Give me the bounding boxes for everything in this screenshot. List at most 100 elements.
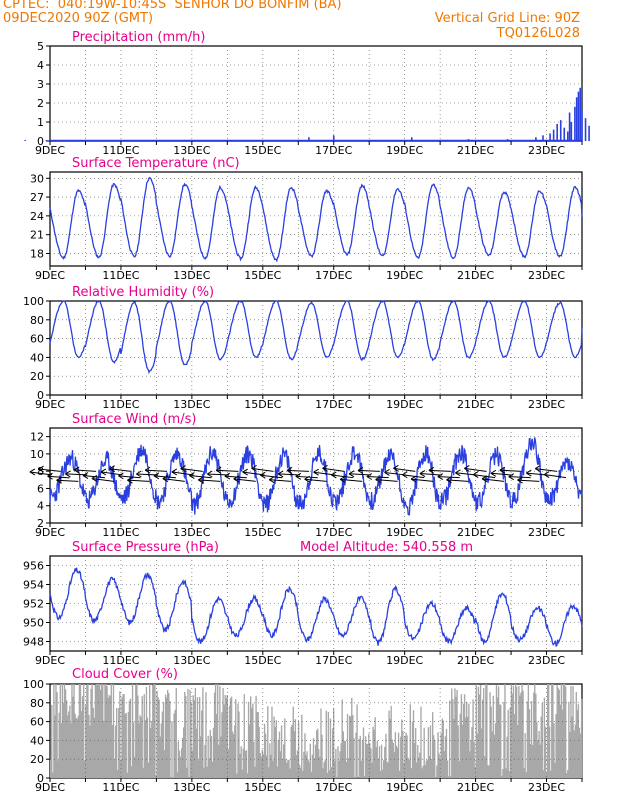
precip-bar [389, 140, 392, 141]
cloud-cover-xtick-label: 15DEC [244, 781, 281, 794]
wind-arrow [287, 469, 309, 472]
humidity-ytick-label: 80 [30, 314, 44, 327]
pressure-ytick-label: 950 [23, 617, 44, 630]
wind-arrow-head [162, 475, 169, 483]
pressure-xtick-label: 13DEC [173, 654, 210, 667]
wind-arrow [490, 472, 513, 476]
pressure-xtick-label: 17DEC [315, 654, 352, 667]
wind-arrow [189, 475, 212, 479]
wind-arrow-head [242, 468, 248, 476]
cloud-cover-ytick-label: 20 [30, 753, 44, 766]
precip-bar [506, 139, 509, 141]
wind-arrow [29, 471, 52, 476]
precipitation-ytick-label: 2 [37, 97, 44, 110]
humidity-xtick-label: 17DEC [315, 398, 352, 411]
wind-ytick-label: 12 [30, 431, 44, 444]
wind-xtick-label: 19DEC [386, 526, 423, 539]
cloud-cover-xtick-label: 11DEC [102, 781, 139, 794]
temperature-frame [49, 171, 583, 267]
wind-arrow [100, 471, 123, 476]
temperature-xtick-label: 21DEC [457, 269, 494, 282]
wind-xtick-label: 13DEC [173, 526, 210, 539]
wind-xtick-label: 9DEC [35, 526, 65, 539]
precip-bar [467, 139, 470, 141]
wind-xtick-label: 17DEC [315, 526, 352, 539]
precip-bar [574, 106, 576, 141]
temperature-xtick-label: 17DEC [315, 269, 352, 282]
wind-arrow-head [517, 476, 523, 484]
wind-arrow-head [118, 472, 124, 480]
precip-bar [24, 140, 26, 141]
header-station: CPTEC: 040:19W-10:45S SENHOR DO BONFIM (… [3, 0, 342, 12]
wind-arrow-head [260, 471, 266, 479]
precip-bar [549, 133, 551, 141]
wind-arrow [278, 473, 301, 476]
wind-arrow [349, 473, 372, 476]
humidity-ytick-label: 0 [37, 389, 44, 402]
pressure-ytick-label: 956 [23, 560, 44, 573]
wind-arrow [180, 468, 203, 472]
wind-arrow-head [73, 466, 80, 474]
precipitation-frame [49, 45, 583, 142]
wind-ytick-label: 2 [37, 517, 44, 530]
wind-arrow-head [322, 464, 328, 472]
humidity-ytick-label: 100 [23, 295, 44, 308]
wind-arrow [402, 474, 425, 479]
wind-arrow-head [437, 473, 444, 481]
precipitation-xtick-label: 9DEC [35, 144, 65, 157]
humidity-xtick-label: 15DEC [244, 398, 281, 411]
precip-bar [552, 129, 555, 141]
wind-arrow-head [29, 468, 36, 476]
wind-arrow [375, 479, 398, 482]
precip-bar [169, 140, 172, 141]
wind-arrow-head [455, 469, 461, 477]
wind-arrow [411, 478, 434, 482]
wind-xtick-label: 21DEC [457, 526, 494, 539]
wind-arrow-head [419, 470, 426, 477]
precip-bar [563, 127, 566, 141]
precipitation-ytick-label: 1 [37, 116, 44, 129]
cloud-cover-xtick-label: 9DEC [35, 781, 65, 794]
pressure-xtick-label: 9DEC [35, 654, 65, 667]
wind-arrow-head [508, 473, 514, 481]
wind-arrow [224, 475, 247, 479]
precip-bar [215, 140, 218, 141]
humidity-title: Relative Humidity (%) [72, 285, 214, 300]
wind-arrow-head [198, 476, 204, 484]
wind-arrow [446, 479, 469, 482]
wind-arrow-head [180, 465, 186, 472]
wind-arrow-head [393, 464, 399, 472]
wind-arrow [56, 479, 79, 482]
precip-bar [577, 91, 580, 141]
precip-bar [269, 140, 271, 141]
wind-arrow-head [268, 476, 275, 484]
precip-bar [332, 135, 335, 141]
humidity-ytick-label: 60 [30, 333, 44, 346]
precipitation-xtick-label: 23DEC [528, 144, 565, 157]
wind-arrow-head [402, 471, 408, 479]
wind-xtick-label: 23DEC [528, 526, 565, 539]
cloud-cover-area [50, 684, 583, 778]
precip-bar [130, 140, 133, 141]
wind-arrow-head [490, 469, 497, 477]
wind-arrow [295, 475, 318, 479]
precipitation-xtick-label: 11DEC [102, 144, 139, 157]
humidity-xtick-label: 21DEC [457, 398, 494, 411]
precipitation-ytick-label: 4 [37, 59, 44, 72]
wind-ytick-label: 10 [30, 448, 44, 461]
wind-arrow [544, 474, 567, 479]
wind-arrow [162, 478, 185, 482]
wind-arrow [91, 477, 114, 482]
wind-arrow-head [357, 466, 364, 474]
precipitation-xtick-label: 21DEC [457, 144, 494, 157]
pressure-xtick-label: 21DEC [457, 654, 494, 667]
wind-arrow [304, 478, 327, 482]
wind-arrow-head [189, 472, 195, 479]
wind-arrow-head [38, 465, 44, 473]
wind-frame [49, 427, 583, 524]
humidity-xtick-label: 11DEC [102, 398, 139, 411]
cloud-cover-ytick-label: 40 [30, 734, 44, 747]
header-model: TQ0126L028 [496, 26, 580, 41]
wind-arrow-head [348, 470, 355, 478]
